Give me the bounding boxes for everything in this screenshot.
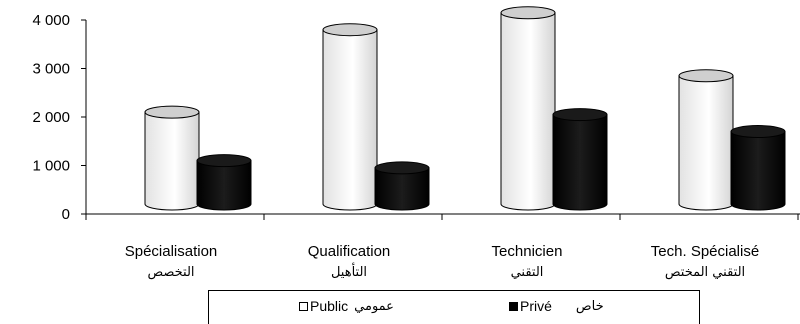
x-category-label: Tech. Spécialisé <box>651 243 759 260</box>
axes: 0 1 000 2 000 3 000 4 000 <box>32 12 800 223</box>
bar-prive-1-top <box>374 161 430 175</box>
legend-swatch-public <box>299 301 308 311</box>
bar-public-1-top <box>322 23 378 37</box>
bar-public-3-top <box>678 69 734 83</box>
category-labels: Spécialisation التخصص Qualification التأهيل… <box>125 243 759 280</box>
x-category-label-ar: التقني <box>511 265 544 280</box>
bar-prive-0-body <box>196 160 252 211</box>
legend-item-public: Public عمومي <box>299 298 394 314</box>
legend-item-prive: Privé خاص <box>509 298 604 314</box>
bar-public-2-top <box>500 6 556 20</box>
x-category-label-ar: التقني المختص <box>665 265 745 280</box>
bar-prive-3-top <box>730 125 786 139</box>
bar-public-0 <box>144 105 200 211</box>
bar-public-2-body <box>500 12 556 211</box>
bar-public-0-body <box>144 111 200 211</box>
legend-label-prive: Privé <box>520 298 552 314</box>
bar-prive-2-top <box>552 108 608 122</box>
y-tick-label: 1 000 <box>32 158 70 175</box>
bar-public-1-body <box>322 29 378 211</box>
legend-label-prive-ar: خاص <box>575 298 604 314</box>
bar-prive-1-body <box>374 167 430 211</box>
bar-public-1 <box>322 23 378 211</box>
bar-prive-2 <box>552 108 608 211</box>
bar-public-0-top <box>144 105 200 119</box>
y-tick-label: 3 000 <box>32 61 70 78</box>
bar-prive-0-top <box>196 154 252 168</box>
bar-public-2 <box>500 6 556 211</box>
legend: Public عمومي Privé خاص <box>208 290 700 324</box>
bar-prive-2-body <box>552 114 608 211</box>
bars <box>144 6 786 211</box>
bar-prive-1 <box>374 161 430 211</box>
bar-public-3-body <box>678 75 734 211</box>
legend-label-public: Public <box>310 298 349 314</box>
legend-label-public-ar: عمومي <box>354 298 394 314</box>
bar-prive-0 <box>196 154 252 211</box>
legend-swatch-prive <box>509 301 518 311</box>
x-category-label-ar: التأهيل <box>331 262 367 280</box>
x-category-label: Spécialisation <box>125 243 218 260</box>
bar-chart: 0 1 000 2 000 3 000 4 000 Spécialisation التخ… <box>32 6 800 280</box>
bar-public-3 <box>678 69 734 211</box>
x-category-label: Qualification <box>308 243 391 260</box>
bar-prive-3-body <box>730 131 786 211</box>
x-category-label: Technicien <box>492 243 563 260</box>
y-tick-label: 2 000 <box>32 109 70 126</box>
y-tick-label: 4 000 <box>32 12 70 29</box>
y-tick-label: 0 <box>62 206 70 223</box>
bar-prive-3 <box>730 125 786 211</box>
x-category-label-ar: التخصص <box>147 265 194 280</box>
